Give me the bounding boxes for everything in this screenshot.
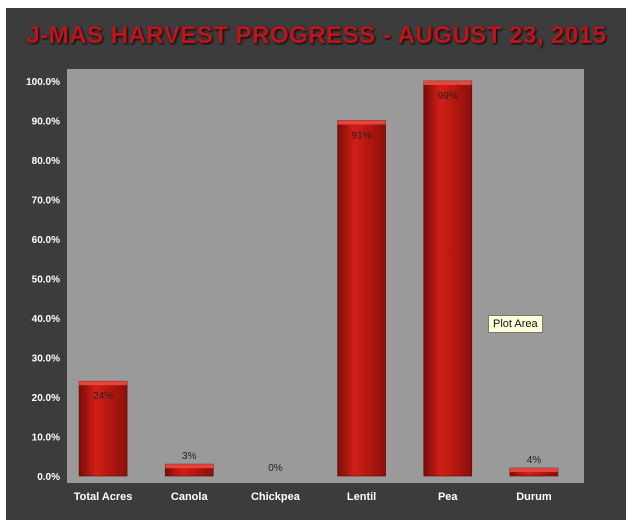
y-tick-label: 30.0% (32, 354, 60, 365)
y-tick-label: 40.0% (32, 314, 60, 325)
bar-top-highlight (165, 464, 214, 469)
bar-top-highlight (337, 120, 386, 125)
bar-pea[interactable] (423, 80, 473, 477)
bar-top-highlight (79, 381, 128, 386)
y-tick-label: 90.0% (32, 117, 60, 128)
data-label: 3% (182, 451, 197, 462)
data-label: 24% (93, 391, 113, 402)
bar-top-highlight (509, 468, 558, 473)
y-tick-label: 20.0% (32, 393, 60, 404)
data-label: 91% (352, 131, 372, 142)
y-tick-label: 70.0% (32, 196, 60, 207)
x-category-label: Durum (516, 491, 552, 503)
bar-total-acres[interactable] (78, 380, 128, 477)
plot-area[interactable] (67, 69, 584, 483)
plot-area-tooltip: Plot Area (488, 315, 543, 333)
chart-title: J-MAS HARVEST PROGRESS - AUGUST 23, 2015 (26, 22, 607, 49)
x-category-label: Pea (438, 491, 458, 503)
x-category-label: Canola (171, 491, 209, 503)
y-tick-label: 0.0% (37, 472, 60, 483)
y-tick-label: 100.0% (26, 77, 60, 88)
y-tick-label: 80.0% (32, 156, 60, 167)
data-label: 0% (268, 463, 283, 474)
data-label: 4% (527, 455, 542, 466)
bar-top-highlight (423, 81, 472, 85)
x-category-label: Total Acres (74, 491, 133, 503)
y-tick-label: 10.0% (32, 433, 60, 444)
y-tick-label: 60.0% (32, 235, 60, 246)
bar-lentil[interactable] (337, 120, 386, 477)
data-label: 99% (438, 91, 458, 102)
x-category-label: Lentil (347, 491, 376, 503)
x-category-label: Chickpea (251, 491, 301, 503)
y-tick-label: 50.0% (32, 275, 60, 286)
